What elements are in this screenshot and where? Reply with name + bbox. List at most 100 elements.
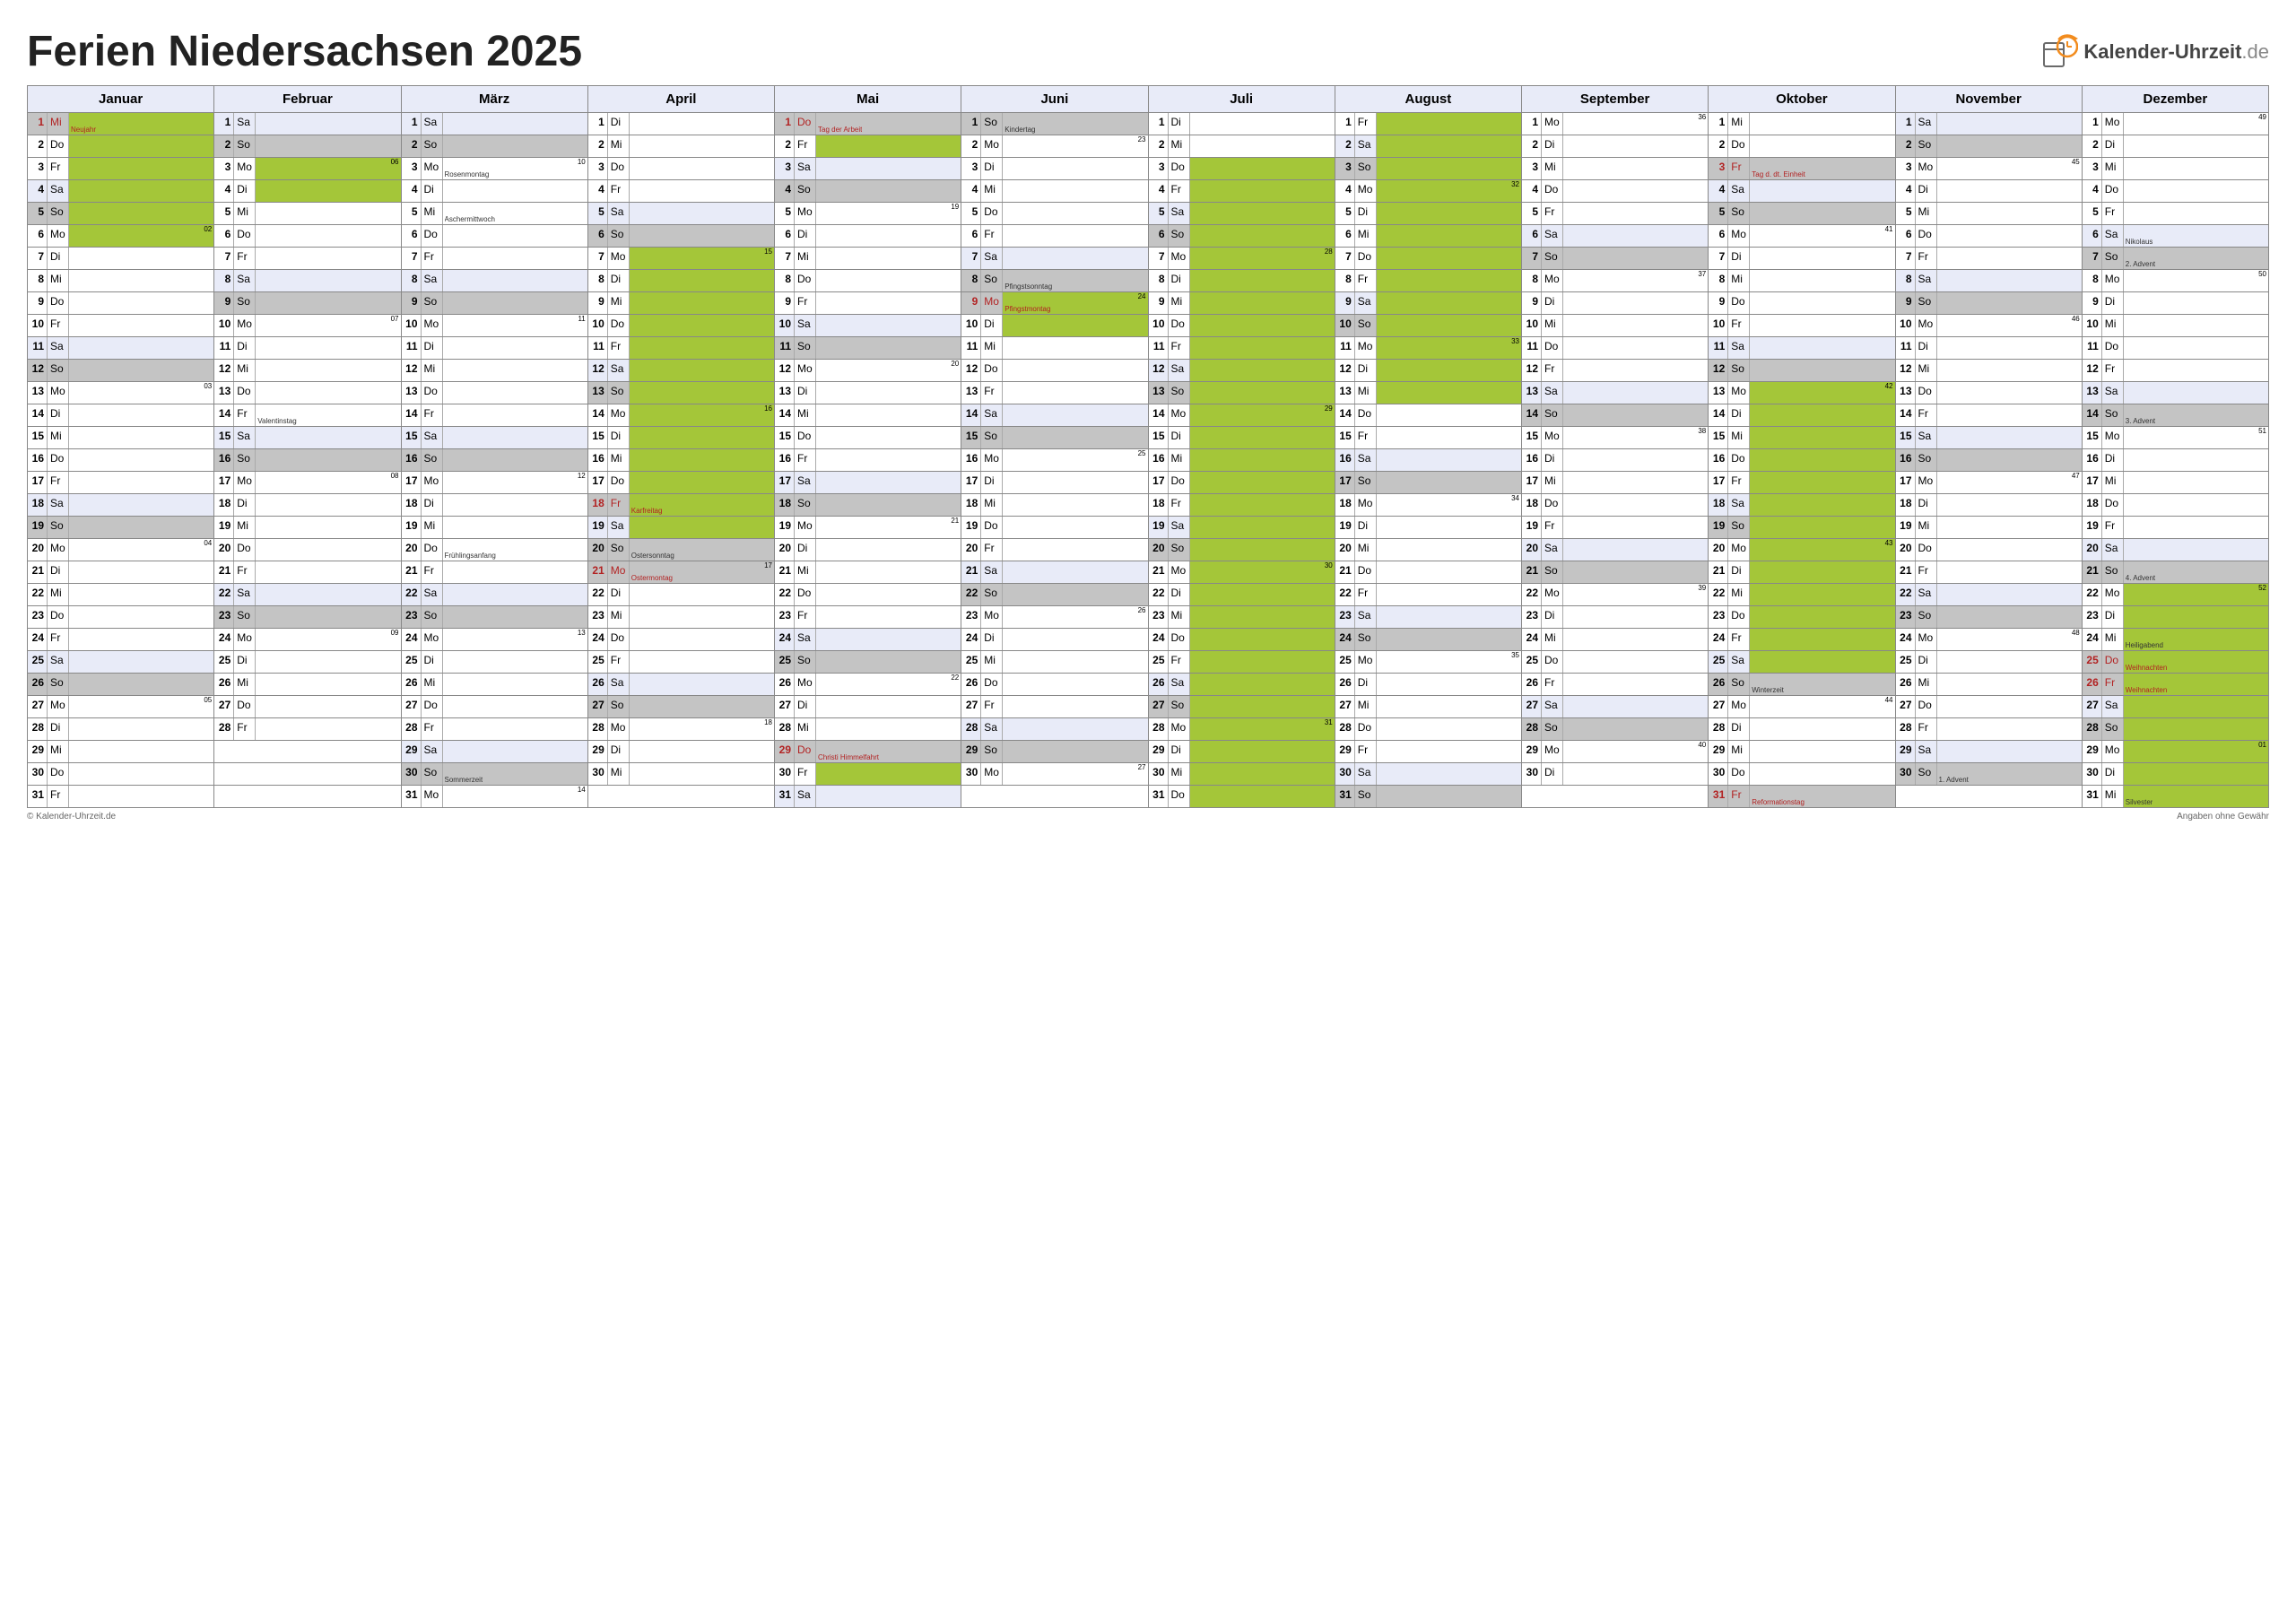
day-body (2124, 315, 2268, 336)
day-cell: 16So (402, 449, 587, 471)
day-weekday: So (795, 180, 816, 202)
day-number: 5 (1149, 203, 1169, 224)
day-cell: 18Di (214, 494, 400, 516)
day-body (1377, 225, 1521, 247)
day-weekday: Do (1355, 561, 1377, 583)
day-cell: 26Mi (214, 674, 400, 695)
day-number: 18 (588, 494, 608, 516)
day-body (630, 606, 774, 628)
day-cell: 22So (961, 584, 1147, 605)
day-cell: 27Fr (961, 696, 1147, 717)
day-weekday: Sa (234, 270, 256, 291)
day-number: 12 (1709, 360, 1728, 381)
day-number: 23 (1149, 606, 1169, 628)
day-body (1750, 180, 1894, 202)
day-weekday: Mi (1169, 292, 1190, 314)
day-cell: 3Mo06 (214, 158, 400, 179)
day-cell: 26Do (961, 674, 1147, 695)
day-weekday: Do (1916, 382, 1937, 404)
day-number: 9 (28, 292, 48, 314)
day-body (1003, 561, 1147, 583)
day-number: 22 (1522, 584, 1542, 605)
day-weekday: Do (2102, 337, 2124, 359)
day-number: 10 (961, 315, 981, 336)
day-weekday: Mi (234, 517, 256, 538)
day-cell: 4Fr (588, 180, 774, 202)
day-number: 6 (1149, 225, 1169, 247)
week-number: 30 (1325, 562, 1333, 569)
day-number: 18 (1896, 494, 1916, 516)
month-column: 1Sa2So3Mo064Di5Mi6Do7Fr8Sa9So10Mo0711Di1… (214, 113, 400, 807)
day-weekday: Mo (422, 472, 443, 493)
day-cell: 5MiAschermittwoch (402, 203, 587, 224)
day-cell: 16So (214, 449, 400, 471)
day-number: 9 (402, 292, 422, 314)
day-cell: 6Do (1896, 225, 2082, 247)
day-body: 03 (69, 382, 213, 404)
day-body: 08 (256, 472, 400, 493)
day-weekday: So (1728, 674, 1750, 695)
day-number: 17 (1149, 472, 1169, 493)
day-number: 29 (1335, 741, 1355, 762)
day-body (1003, 315, 1147, 336)
day-cell: 19Di (1335, 517, 1521, 538)
day-number: 13 (214, 382, 234, 404)
day-body (816, 472, 961, 493)
day-cell: 18Fr (1149, 494, 1335, 516)
day-weekday: Fr (1728, 629, 1750, 650)
day-cell: 27Do (214, 696, 400, 717)
day-body (630, 674, 774, 695)
day-body: Weihnachten (2124, 651, 2268, 673)
day-cell: 10Mo11 (402, 315, 587, 336)
day-body: 45 (1937, 158, 2082, 179)
day-cell: 25Di (402, 651, 587, 673)
day-body (1750, 315, 1894, 336)
day-weekday: Di (608, 584, 630, 605)
day-number: 13 (588, 382, 608, 404)
day-weekday: Fr (48, 786, 69, 807)
week-number: 39 (1698, 585, 1706, 592)
day-body (443, 674, 587, 695)
day-cell: 20Sa (2083, 539, 2268, 561)
day-number: 31 (2083, 786, 2102, 807)
day-cell: 26Mo22 (775, 674, 961, 695)
day-number: 6 (402, 225, 422, 247)
day-number: 14 (775, 404, 795, 426)
day-number: 1 (1335, 113, 1355, 135)
day-number: 13 (775, 382, 795, 404)
day-weekday: Do (1355, 404, 1377, 426)
day-weekday: Do (1728, 606, 1750, 628)
day-weekday: Di (48, 248, 69, 269)
day-number: 14 (402, 404, 422, 426)
day-cell: 29Mo01 (2083, 741, 2268, 762)
day-weekday: Mi (608, 763, 630, 785)
day-body (69, 158, 213, 179)
day-weekday: Di (422, 494, 443, 516)
day-body (1377, 696, 1521, 717)
day-number: 8 (214, 270, 234, 291)
day-cell: 1Di (588, 113, 774, 135)
day-weekday: Sa (2102, 382, 2124, 404)
day-note: Tag der Arbeit (818, 126, 862, 134)
day-weekday: Mi (1169, 606, 1190, 628)
day-cell: 14Mo29 (1149, 404, 1335, 426)
day-weekday: Mo (981, 292, 1003, 314)
day-cell: 22Mo39 (1522, 584, 1708, 605)
day-weekday: Mi (608, 135, 630, 157)
day-number: 18 (961, 494, 981, 516)
day-cell: 7So2. Advent (2083, 248, 2268, 269)
day-body (443, 360, 587, 381)
day-weekday: So (1355, 158, 1377, 179)
day-number: 1 (1522, 113, 1542, 135)
day-number: 23 (214, 606, 234, 628)
day-cell: 26Di (1335, 674, 1521, 695)
day-cell: 20Di (775, 539, 961, 561)
day-body (2124, 763, 2268, 785)
day-cell: 9Do (1709, 292, 1894, 314)
day-body: 16 (630, 404, 774, 426)
day-weekday: So (422, 763, 443, 785)
day-weekday: So (1169, 382, 1190, 404)
day-cell: 2Di (2083, 135, 2268, 157)
day-number: 25 (28, 651, 48, 673)
day-cell: 11Fr (588, 337, 774, 359)
